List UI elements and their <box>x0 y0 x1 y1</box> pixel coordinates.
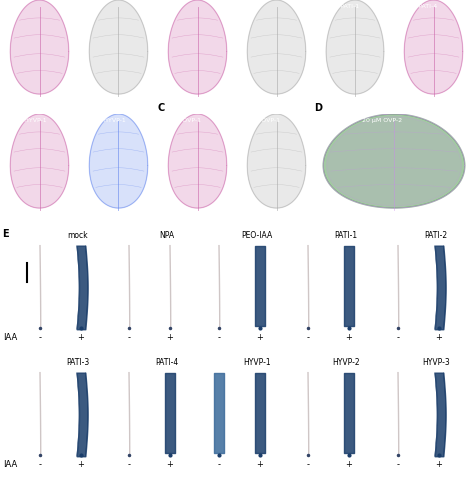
Text: 9d: 9d <box>146 219 155 224</box>
Text: 25 μM PATI-1: 25 μM PATI-1 <box>319 4 359 9</box>
Text: 20 μM OVP-1: 20 μM OVP-1 <box>161 118 201 123</box>
Text: +: + <box>166 459 173 469</box>
Text: NPA: NPA <box>159 230 174 240</box>
Text: C: C <box>157 103 164 112</box>
Polygon shape <box>247 1 306 95</box>
Text: 25 μM HYVP-1: 25 μM HYVP-1 <box>82 118 126 123</box>
Polygon shape <box>168 1 227 95</box>
Text: IAA: IAA <box>3 333 17 342</box>
Text: +: + <box>436 459 442 469</box>
Text: HYVP-2: HYVP-2 <box>332 357 360 366</box>
Polygon shape <box>10 1 69 95</box>
Text: mock: mock <box>68 230 88 240</box>
Text: 9d: 9d <box>462 106 470 110</box>
Text: +: + <box>166 333 173 342</box>
Text: E: E <box>2 228 9 239</box>
Text: mock: mock <box>161 4 179 9</box>
Text: 7d: 7d <box>305 219 313 224</box>
Text: 25 μM PATI-4: 25 μM PATI-4 <box>397 4 438 9</box>
Polygon shape <box>404 1 463 95</box>
Text: mock: mock <box>240 4 257 9</box>
Text: 10 μM HYVP-1: 10 μM HYVP-1 <box>3 118 47 123</box>
Text: 7d: 7d <box>146 106 155 110</box>
Polygon shape <box>168 115 227 209</box>
Text: -: - <box>396 459 400 469</box>
Text: +: + <box>346 333 353 342</box>
Text: 9d: 9d <box>68 219 76 224</box>
Text: PATI-1: PATI-1 <box>335 230 357 240</box>
Text: +: + <box>78 333 84 342</box>
Text: 9d: 9d <box>458 219 466 224</box>
Polygon shape <box>10 115 69 209</box>
Polygon shape <box>327 117 461 207</box>
Polygon shape <box>89 1 148 95</box>
Text: +: + <box>256 459 264 469</box>
Text: PATI-4: PATI-4 <box>155 357 179 366</box>
Text: PATI-2: PATI-2 <box>424 230 447 240</box>
Text: -: - <box>38 333 42 342</box>
Text: 3rd lf: 3rd lf <box>82 208 99 213</box>
Text: 20 μM OVP-2: 20 μM OVP-2 <box>362 118 401 123</box>
Text: IAA: IAA <box>3 459 17 469</box>
Text: PATI-3: PATI-3 <box>66 357 90 366</box>
Polygon shape <box>323 115 465 209</box>
Text: 20 μM OVP-1: 20 μM OVP-1 <box>240 118 280 123</box>
Polygon shape <box>89 115 148 209</box>
Text: D: D <box>314 103 322 112</box>
Text: -: - <box>128 333 130 342</box>
Text: +: + <box>78 459 84 469</box>
Text: mock: mock <box>3 4 20 9</box>
Text: PEO-IAA: PEO-IAA <box>241 230 273 240</box>
Text: -: - <box>307 459 310 469</box>
Text: -: - <box>307 333 310 342</box>
Text: -: - <box>396 333 400 342</box>
Text: 9d: 9d <box>305 106 313 110</box>
Text: HYVP-1: HYVP-1 <box>243 357 271 366</box>
Polygon shape <box>326 1 384 95</box>
Text: 8d: 8d <box>226 106 234 110</box>
Text: +: + <box>256 333 264 342</box>
Text: +: + <box>436 333 442 342</box>
Text: -: - <box>218 333 220 342</box>
Polygon shape <box>247 115 306 209</box>
Text: -: - <box>218 459 220 469</box>
Text: HYVP-3: HYVP-3 <box>422 357 450 366</box>
Text: mock: mock <box>82 4 100 9</box>
Text: -: - <box>128 459 130 469</box>
Text: +: + <box>346 459 353 469</box>
Text: 6d: 6d <box>68 106 76 110</box>
Text: 9d: 9d <box>383 106 391 110</box>
Text: 6d: 6d <box>226 219 234 224</box>
Text: -: - <box>38 459 42 469</box>
